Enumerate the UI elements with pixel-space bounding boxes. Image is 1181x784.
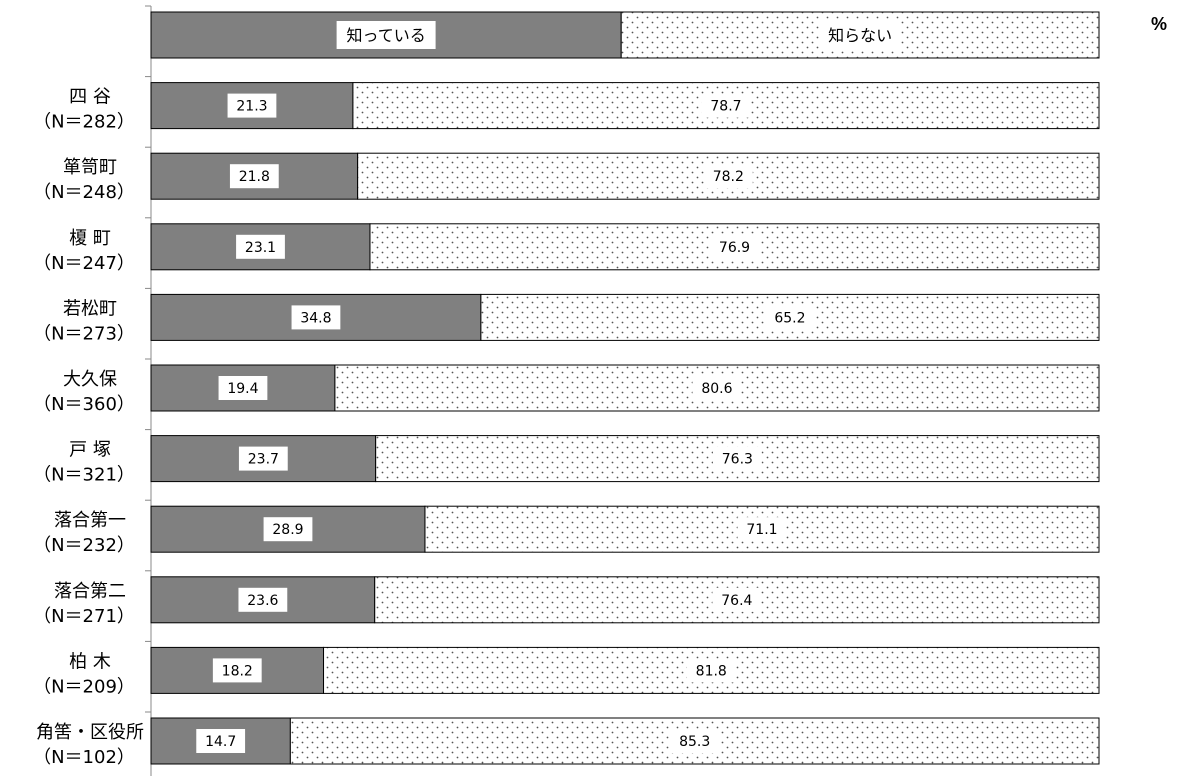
- data-label-known-5: 23.7: [248, 452, 279, 468]
- data-label-known-0-box: [227, 93, 277, 118]
- data-label-unknown-5-box: [712, 446, 762, 471]
- data-label-known-0: 21.3: [236, 99, 267, 115]
- category-label-3: 若松町: [63, 298, 117, 319]
- category-n-label-0: （N＝282）: [33, 112, 135, 133]
- data-label-unknown-8: 81.8: [696, 663, 727, 679]
- data-label-known-1: 21.8: [239, 169, 270, 185]
- category-n-label-7: （N＝271）: [33, 606, 135, 627]
- category-label-8: 柏 木: [69, 651, 111, 672]
- data-label-known-6: 28.9: [272, 522, 303, 538]
- data-label-unknown-5: 76.3: [722, 452, 753, 468]
- data-label-unknown-1: 78.2: [713, 169, 744, 185]
- data-label-known-9: 14.7: [205, 734, 236, 750]
- unit-label: %: [1151, 14, 1168, 34]
- legend-label-unknown-box: [819, 21, 902, 49]
- data-label-unknown-7-box: [712, 587, 762, 612]
- category-label-2: 榎 町: [69, 228, 111, 249]
- data-label-known-3: 34.8: [300, 310, 331, 326]
- data-label-known-6-box: [263, 517, 313, 542]
- category-label-7: 落合第二: [54, 581, 126, 602]
- data-label-unknown-3: 65.2: [774, 310, 805, 326]
- category-label-0: 四 谷: [69, 87, 111, 108]
- data-label-unknown-3-box: [765, 305, 815, 330]
- data-label-known-2: 23.1: [245, 240, 276, 256]
- data-label-known-8: 18.2: [222, 663, 253, 679]
- data-label-known-7-box: [238, 587, 288, 612]
- category-n-label-4: （N＝360）: [33, 394, 135, 415]
- category-n-label-1: （N＝248）: [33, 182, 135, 203]
- data-label-unknown-2-box: [710, 234, 759, 259]
- category-label-1: 箪笥町: [63, 157, 117, 178]
- data-label-unknown-8-box: [686, 658, 736, 683]
- category-label-5: 戸 塚: [69, 440, 111, 461]
- bar-6-unknown: [424, 505, 1100, 553]
- data-label-known-2-box: [236, 234, 285, 259]
- data-label-unknown-9: 85.3: [679, 734, 710, 750]
- category-n-label-3: （N＝273）: [33, 323, 135, 344]
- legend-label-known: 知っている: [347, 26, 426, 45]
- legend-label-unknown: 知らない: [828, 26, 892, 45]
- data-label-known-4: 19.4: [227, 381, 258, 397]
- category-n-label-8: （N＝209）: [33, 676, 135, 697]
- data-label-unknown-6: 71.1: [746, 522, 777, 538]
- data-label-unknown-9-box: [670, 729, 720, 753]
- data-label-known-7: 23.6: [247, 593, 278, 609]
- category-label-6: 落合第一: [54, 510, 126, 531]
- data-label-known-5-box: [238, 446, 288, 471]
- data-label-unknown-1-box: [703, 164, 753, 189]
- category-label-9: 角筈・区役所: [36, 722, 144, 743]
- data-label-known-4-box: [218, 376, 268, 400]
- category-n-label-9: （N＝102）: [33, 747, 135, 768]
- data-label-unknown-0-box: [701, 93, 751, 118]
- data-label-unknown-7: 76.4: [721, 593, 752, 609]
- data-label-unknown-6-box: [737, 517, 787, 542]
- data-label-unknown-2: 76.9: [719, 240, 750, 256]
- category-n-label-5: （N＝321）: [33, 465, 135, 486]
- category-n-label-2: （N＝247）: [33, 253, 135, 274]
- category-label-4: 大久保: [63, 369, 117, 390]
- data-label-unknown-4: 80.6: [701, 381, 732, 397]
- data-label-known-8-box: [212, 658, 262, 683]
- data-label-known-9-box: [196, 729, 246, 753]
- legend-label-known-box: [336, 21, 436, 49]
- data-label-unknown-0: 78.7: [710, 99, 741, 115]
- category-n-label-6: （N＝232）: [33, 535, 135, 556]
- data-label-unknown-4-box: [692, 376, 742, 400]
- data-label-known-1-box: [229, 164, 279, 189]
- data-label-known-3-box: [291, 305, 341, 330]
